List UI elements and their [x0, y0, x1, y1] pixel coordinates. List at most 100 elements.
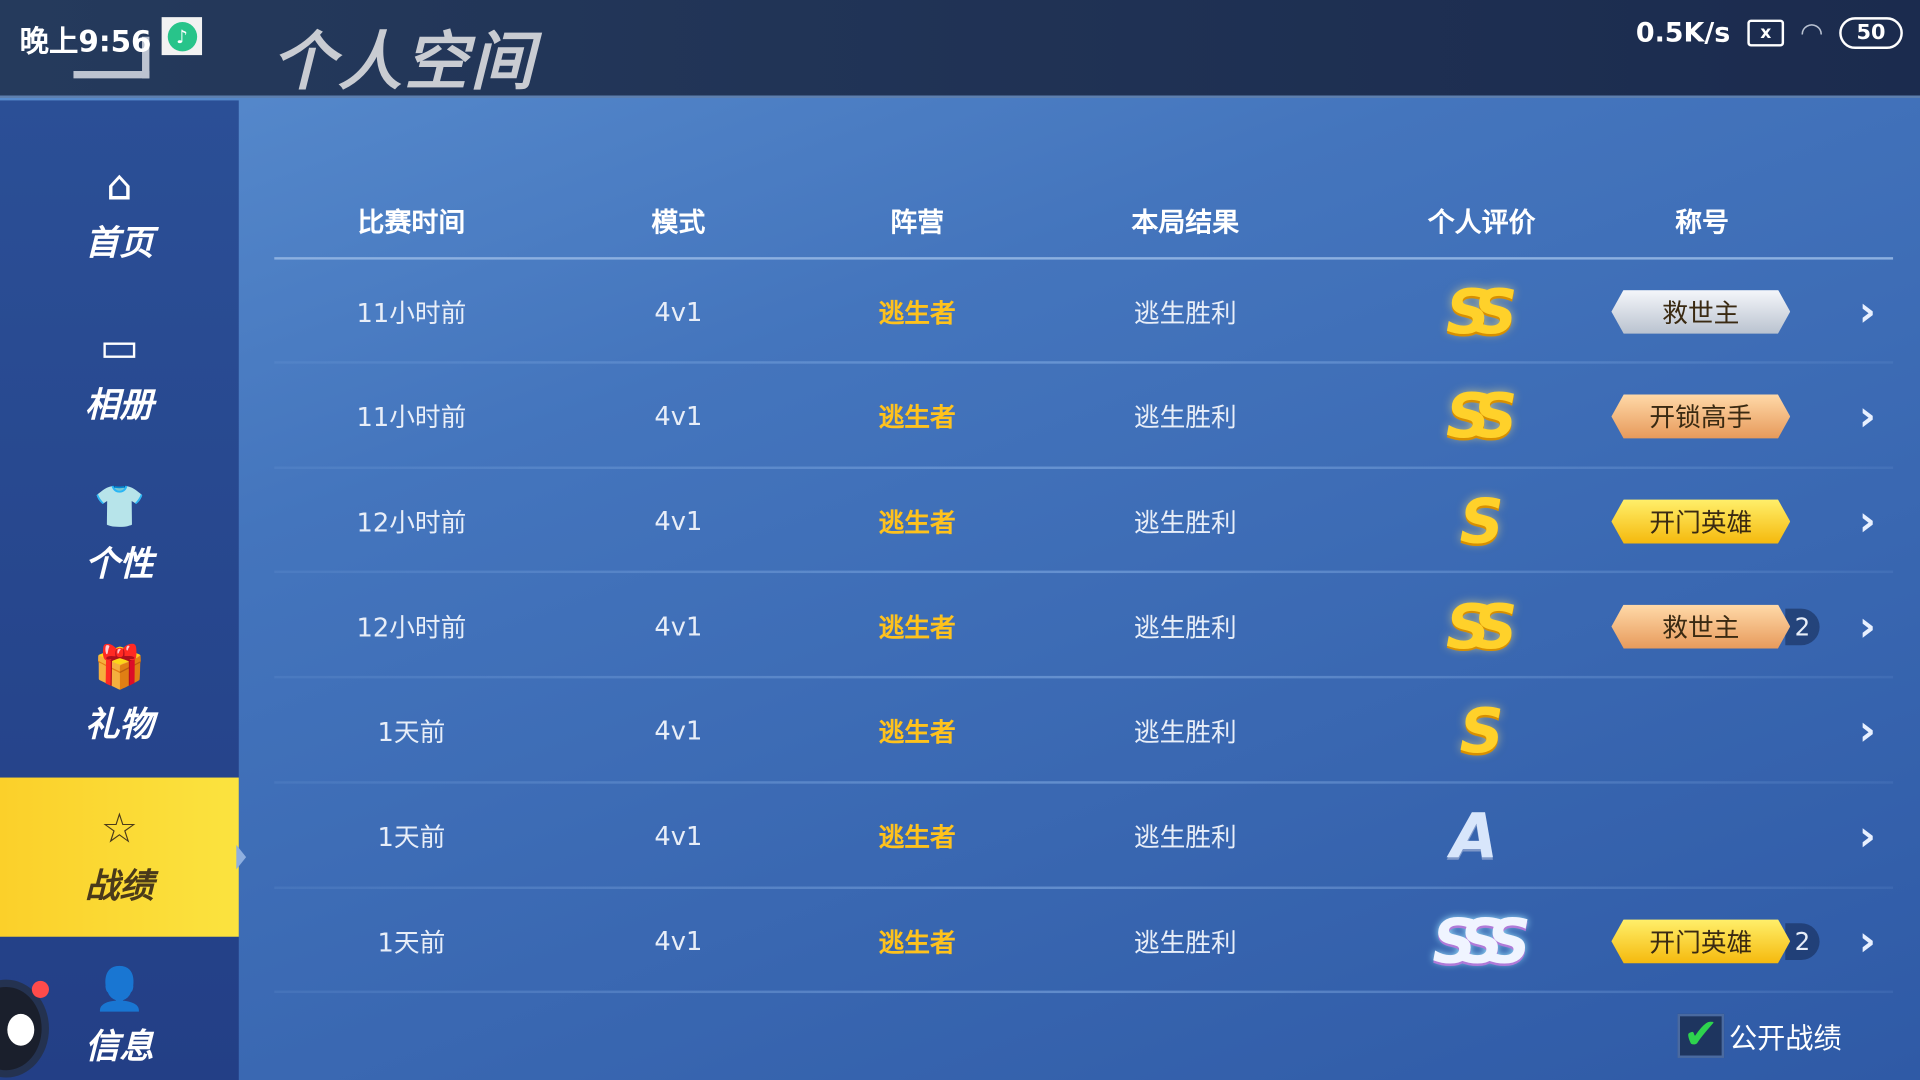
row-divider: [274, 885, 1894, 889]
title-text: 开门英雄: [1649, 508, 1753, 538]
result: 逃生胜利: [1133, 508, 1237, 538]
row-divider: [274, 990, 1894, 994]
top-bar: 晚上9:56 ♪ 个人空间 0.5K/s x ◠ 50: [0, 0, 1920, 99]
home-icon: ⌂: [106, 161, 133, 211]
table-row[interactable]: 1天前 4v1 逃生者 逃生胜利 S ›: [274, 679, 1894, 784]
rating-ss-icon: SS: [1445, 381, 1517, 453]
photo-album-icon: ▭: [99, 323, 140, 373]
row-divider: [274, 676, 1894, 679]
table-row[interactable]: 1天前 4v1 逃生者 逃生胜利 A ›: [274, 784, 1894, 889]
music-app-icon: ♪: [161, 17, 203, 56]
table-row[interactable]: 12小时前 4v1 逃生者 逃生胜利 S 开门英雄 ›: [274, 469, 1894, 574]
notification-dot: [31, 980, 49, 998]
chevron-right-icon[interactable]: ›: [1858, 601, 1876, 651]
mode: 4v1: [654, 401, 703, 432]
rating-sss-icon: SSS: [1432, 905, 1531, 977]
title-badge: 救世主: [1611, 289, 1791, 334]
status-time: 晚上9:56: [19, 24, 152, 59]
chevron-right-icon[interactable]: ›: [1858, 916, 1876, 966]
column-header: 模式: [651, 208, 706, 239]
public-record-toggle[interactable]: ✔ 公开战绩: [1677, 1013, 1842, 1058]
battery-icon: 50: [1839, 17, 1903, 49]
title-count: 2: [1785, 608, 1820, 645]
title-badge: 开锁高手: [1611, 394, 1791, 439]
table-row[interactable]: 1天前 4v1 逃生者 逃生胜利 SSS 开门英雄 2 ›: [274, 889, 1894, 994]
mode: 4v1: [654, 716, 703, 747]
net-speed: 0.5K/s: [1635, 17, 1731, 49]
title-text: 开门英雄: [1649, 927, 1753, 958]
result: 逃生胜利: [1133, 927, 1237, 958]
match-time: 12小时前: [356, 508, 467, 538]
rating-ss-icon: SS: [1445, 590, 1517, 662]
result: 逃生胜利: [1133, 822, 1237, 853]
row-divider: [274, 571, 1894, 574]
mode: 4v1: [654, 611, 703, 642]
camp: 逃生者: [878, 403, 956, 433]
title-tag: 开门英雄: [1611, 919, 1791, 964]
sidebar-item-label: 礼物: [85, 704, 154, 745]
mode: 4v1: [654, 296, 703, 327]
title-tag: 开门英雄: [1611, 499, 1791, 544]
camp: 逃生者: [878, 508, 956, 538]
column-header: 比赛时间: [357, 208, 466, 239]
title-badge: 救世主 2: [1611, 604, 1820, 649]
status-icons: 0.5K/s x ◠ 50: [1636, 17, 1903, 49]
chevron-right-icon[interactable]: ›: [1858, 287, 1876, 337]
table-row[interactable]: 11小时前 4v1 逃生者 逃生胜利 SS 开锁高手 ›: [274, 365, 1894, 469]
title-text: 开锁高手: [1649, 403, 1753, 433]
sidebar-item-label: 相册: [85, 384, 154, 425]
match-time: 1天前: [377, 927, 446, 958]
chevron-right-icon[interactable]: ›: [1858, 497, 1876, 546]
table-row[interactable]: 12小时前 4v1 逃生者 逃生胜利 SS 救世主 2 ›: [274, 574, 1894, 679]
sim-x-icon: x: [1747, 19, 1785, 47]
match-time: 11小时前: [356, 403, 467, 433]
chevron-right-icon[interactable]: ›: [1858, 706, 1876, 756]
back-arrow-icon[interactable]: [73, 36, 150, 79]
rating-ss-icon: SS: [1445, 276, 1517, 348]
badge-star-icon: ☆: [100, 804, 139, 854]
row-divider: [274, 780, 1894, 784]
match-time: 1天前: [377, 822, 446, 853]
mode: 4v1: [654, 506, 703, 537]
result: 逃生胜利: [1133, 403, 1237, 433]
match-time: 11小时前: [356, 298, 467, 328]
column-header: 称号: [1675, 208, 1729, 239]
page-title: 个人空间: [271, 25, 537, 100]
checkmark-icon[interactable]: ✔: [1677, 1013, 1725, 1058]
rating-a-icon: A: [1450, 800, 1498, 872]
row-divider: [274, 361, 1894, 364]
result: 逃生胜利: [1133, 717, 1237, 748]
person-icon: 👤: [93, 964, 146, 1014]
row-divider: [274, 466, 1894, 469]
sidebar-item-badge-star[interactable]: ☆ 战绩: [0, 777, 247, 937]
mode: 4v1: [654, 926, 703, 956]
column-header: 本局结果: [1131, 208, 1240, 239]
chevron-right-icon[interactable]: ›: [1858, 811, 1876, 861]
sidebar: ⌂ 首页 ▭ 相册 👕 个性 🎁 礼物 ☆ 战绩 👤 信息: [0, 100, 247, 1080]
chevron-right-icon[interactable]: ›: [1858, 392, 1876, 442]
title-badge: 开门英雄: [1611, 499, 1791, 544]
gift-icon: 🎁: [93, 642, 146, 692]
sidebar-item-shirt[interactable]: 👕 个性: [0, 456, 239, 615]
column-header: 阵营: [890, 208, 945, 239]
match-time: 12小时前: [356, 612, 467, 643]
match-time: 1天前: [377, 717, 446, 748]
camp: 逃生者: [878, 717, 956, 748]
sidebar-item-person[interactable]: 👤 信息: [0, 938, 239, 1080]
title-text: 救世主: [1662, 298, 1740, 328]
sidebar-item-label: 信息: [85, 1026, 154, 1067]
rating-s-icon: S: [1459, 485, 1504, 558]
sidebar-item-gift[interactable]: 🎁 礼物: [0, 616, 239, 775]
camp: 逃生者: [878, 927, 956, 958]
mode: 4v1: [654, 821, 703, 852]
result: 逃生胜利: [1133, 612, 1237, 643]
wifi-icon: ◠: [1801, 17, 1823, 49]
sidebar-item-photo-album[interactable]: ▭ 相册: [0, 296, 239, 455]
table-row[interactable]: 11小时前 4v1 逃生者 逃生胜利 SS 救世主 ›: [274, 260, 1894, 364]
rating-s-icon: S: [1459, 695, 1504, 767]
sidebar-item-home[interactable]: ⌂ 首页: [0, 135, 239, 294]
column-header: 个人评价: [1427, 208, 1536, 239]
title-tag: 救世主: [1611, 289, 1791, 334]
title-tag: 救世主: [1611, 604, 1791, 649]
